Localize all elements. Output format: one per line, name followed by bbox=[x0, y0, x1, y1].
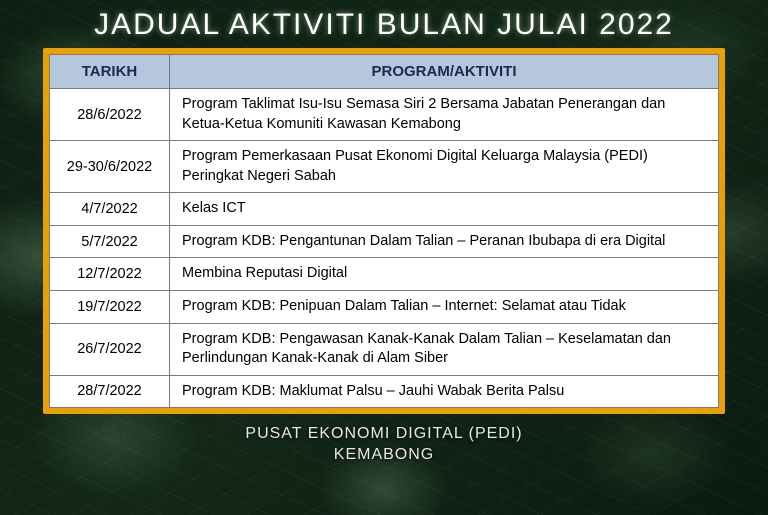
footer-line-2: KEMABONG bbox=[245, 445, 522, 466]
cell-date: 5/7/2022 bbox=[50, 225, 170, 258]
cell-program: Program KDB: Penipuan Dalam Talian – Int… bbox=[170, 290, 719, 323]
cell-date: 19/7/2022 bbox=[50, 290, 170, 323]
content-wrapper: JADUAL AKTIVITI BULAN JULAI 2022 TARIKH … bbox=[0, 0, 768, 515]
table-row: 19/7/2022Program KDB: Penipuan Dalam Tal… bbox=[50, 290, 719, 323]
cell-program: Program KDB: Pengantunan Dalam Talian – … bbox=[170, 225, 719, 258]
table-row: 12/7/2022Membina Reputasi Digital bbox=[50, 258, 719, 291]
table-row: 5/7/2022Program KDB: Pengantunan Dalam T… bbox=[50, 225, 719, 258]
table-row: 4/7/2022Kelas ICT bbox=[50, 193, 719, 226]
cell-date: 26/7/2022 bbox=[50, 323, 170, 375]
cell-date: 28/6/2022 bbox=[50, 89, 170, 141]
cell-program: Kelas ICT bbox=[170, 193, 719, 226]
table-row: 29-30/6/2022Program Pemerkasaan Pusat Ek… bbox=[50, 141, 719, 193]
footer-line-1: PUSAT EKONOMI DIGITAL (PEDI) bbox=[245, 424, 522, 445]
cell-date: 28/7/2022 bbox=[50, 375, 170, 408]
footer: PUSAT EKONOMI DIGITAL (PEDI) KEMABONG bbox=[245, 424, 522, 466]
cell-date: 29-30/6/2022 bbox=[50, 141, 170, 193]
cell-program: Program Pemerkasaan Pusat Ekonomi Digita… bbox=[170, 141, 719, 193]
page-title: JADUAL AKTIVITI BULAN JULAI 2022 bbox=[94, 8, 674, 42]
col-header-program: PROGRAM/AKTIVITI bbox=[170, 55, 719, 89]
cell-program: Program KDB: Pengawasan Kanak-Kanak Dala… bbox=[170, 323, 719, 375]
table-row: 28/6/2022Program Taklimat Isu-Isu Semasa… bbox=[50, 89, 719, 141]
col-header-date: TARIKH bbox=[50, 55, 170, 89]
table-header-row: TARIKH PROGRAM/AKTIVITI bbox=[50, 55, 719, 89]
table-row: 28/7/2022Program KDB: Maklumat Palsu – J… bbox=[50, 375, 719, 408]
schedule-table: TARIKH PROGRAM/AKTIVITI 28/6/2022Program… bbox=[49, 54, 719, 408]
table-row: 26/7/2022Program KDB: Pengawasan Kanak-K… bbox=[50, 323, 719, 375]
cell-date: 4/7/2022 bbox=[50, 193, 170, 226]
cell-program: Program Taklimat Isu-Isu Semasa Siri 2 B… bbox=[170, 89, 719, 141]
cell-program: Membina Reputasi Digital bbox=[170, 258, 719, 291]
cell-date: 12/7/2022 bbox=[50, 258, 170, 291]
table-frame: TARIKH PROGRAM/AKTIVITI 28/6/2022Program… bbox=[43, 48, 725, 414]
cell-program: Program KDB: Maklumat Palsu – Jauhi Waba… bbox=[170, 375, 719, 408]
